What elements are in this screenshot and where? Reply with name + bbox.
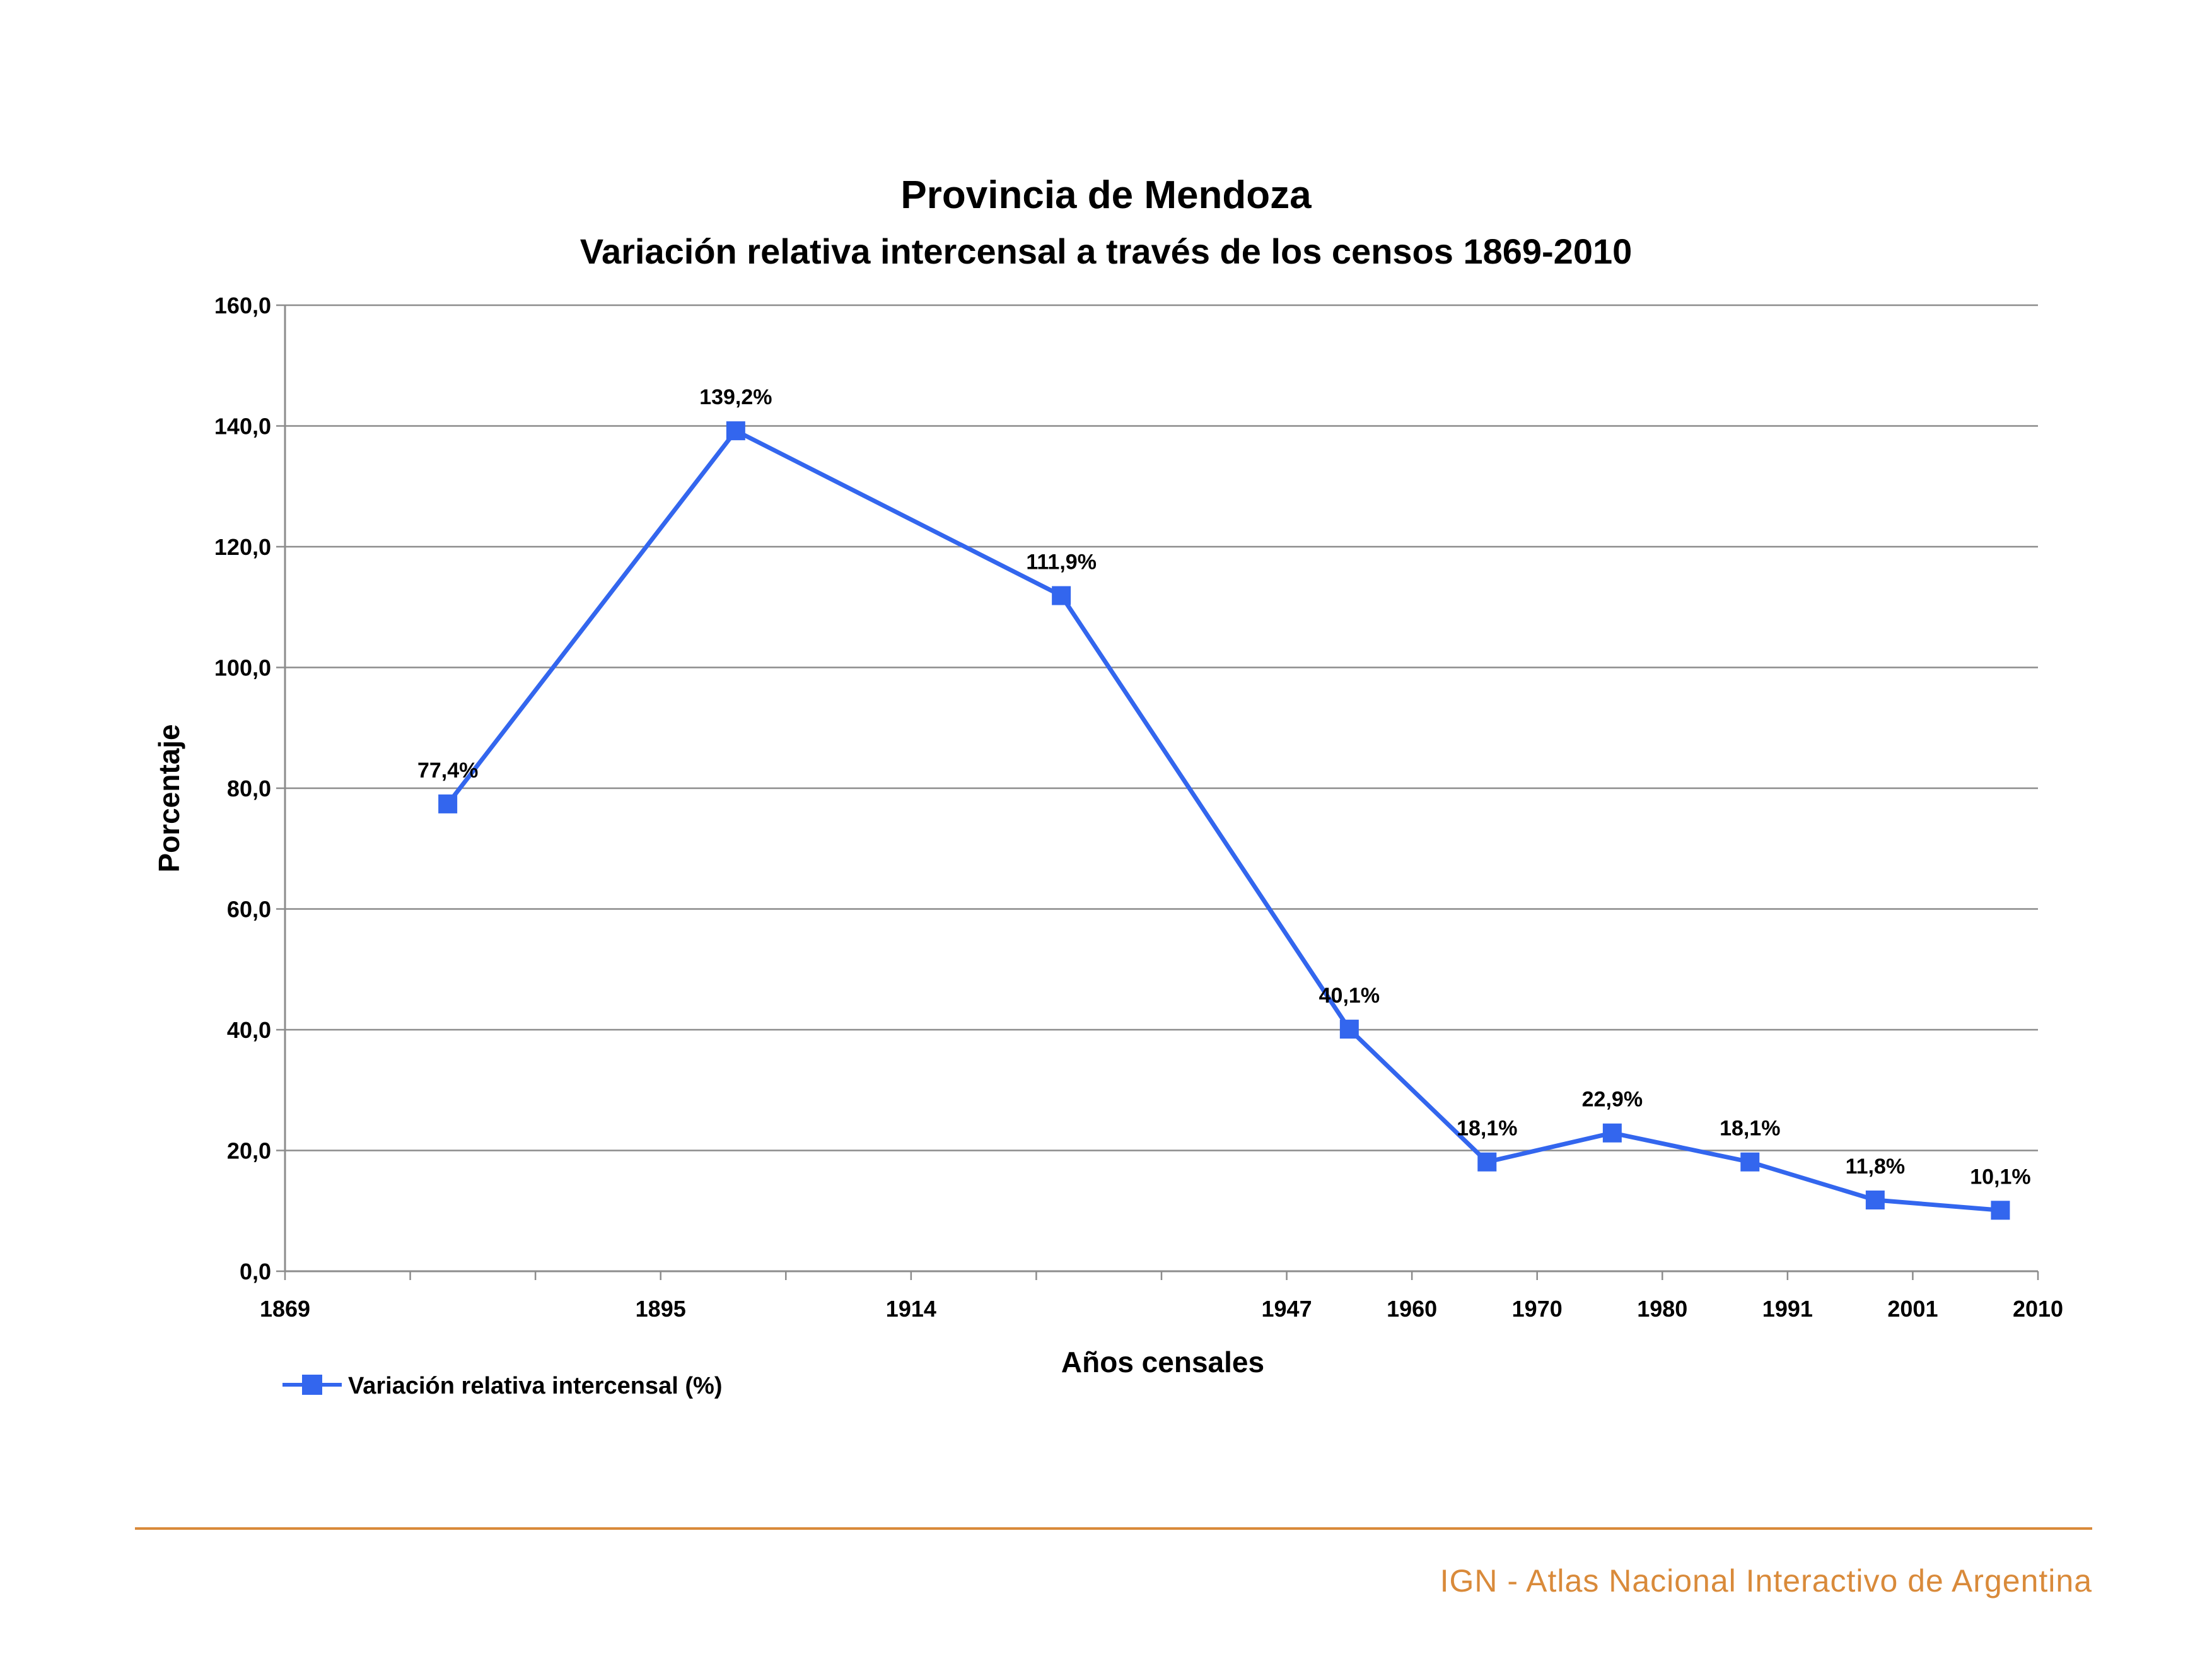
x-tick-label: 1869: [260, 1296, 310, 1322]
y-tick-label: 140,0: [214, 414, 271, 440]
footer-credit: IGN - Atlas Nacional Interactivo de Arge…: [1440, 1563, 2092, 1599]
data-label: 10,1%: [1970, 1165, 2030, 1189]
data-label: 18,1%: [1720, 1117, 1780, 1141]
data-point: [438, 794, 458, 813]
y-tick-label: 120,0: [214, 534, 271, 560]
data-point: [1477, 1152, 1497, 1172]
x-tick-label: 1895: [636, 1296, 686, 1322]
y-tick-label: 80,0: [227, 776, 271, 801]
x-axis-ticks: 1869 1895 1914 1947 1960 1970 1980 1991 2001 2010: [260, 1296, 2063, 1322]
x-tick-label: 1914: [886, 1296, 936, 1322]
y-tick-label: 0,0: [240, 1259, 271, 1284]
y-axis-label: Porcentaje: [153, 724, 185, 872]
data-label: 40,1%: [1319, 984, 1380, 1008]
x-tick-label: 2010: [2013, 1296, 2063, 1322]
y-tick-label: 60,0: [227, 897, 271, 923]
y-axis-ticks: 0,0 20,0 40,0 60,0 80,0 100,0 120,0 140,0 160,0: [214, 293, 285, 1284]
chart-subtitle: Variación relativa intercensal a través …: [580, 231, 1633, 271]
x-axis-label: Años censales: [1061, 1346, 1264, 1378]
series-line: [446, 428, 2001, 1213]
data-point: [1052, 586, 1071, 605]
data-point: [1865, 1191, 1885, 1210]
legend-label: Variación relativa intercensal (%): [348, 1373, 723, 1399]
x-tick-label: 2001: [1887, 1296, 1938, 1322]
data-label: 18,1%: [1457, 1117, 1517, 1141]
data-label: 11,8%: [1846, 1155, 1906, 1179]
y-tick-label: 20,0: [227, 1138, 271, 1164]
data-label: 77,4%: [417, 759, 478, 783]
data-label: 22,9%: [1582, 1088, 1643, 1112]
y-tick-label: 160,0: [214, 293, 271, 318]
x-tick-label: 1980: [1637, 1296, 1687, 1322]
data-point: [1602, 1123, 1622, 1143]
gridlines: [285, 304, 2038, 1151]
data-label: 111,9%: [1026, 550, 1097, 574]
chart-title: Provincia de Mendoza: [900, 173, 1312, 217]
data-point: [726, 421, 745, 441]
data-labels: 77,4% 139,2% 111,9% 40,1% 18,1% 22,9% 18,1% 11,…: [417, 385, 2031, 1189]
y-tick-label: 100,0: [214, 655, 271, 681]
data-point: [1991, 1201, 2010, 1220]
x-tick-label: 1947: [1262, 1296, 1312, 1322]
x-tick-label: 1970: [1512, 1296, 1563, 1322]
legend-marker-icon: [302, 1375, 322, 1395]
legend: Variación relativa intercensal (%): [282, 1373, 723, 1399]
data-markers: [438, 421, 2010, 1220]
x-axis: [284, 305, 2039, 1280]
series-line-group: [446, 428, 2001, 1213]
data-label: 139,2%: [699, 385, 772, 409]
x-tick-label: 1991: [1762, 1296, 1813, 1322]
y-tick-label: 40,0: [227, 1017, 271, 1043]
x-tick-label: 1960: [1387, 1296, 1437, 1322]
data-point: [1740, 1152, 1760, 1172]
data-point: [1339, 1020, 1359, 1039]
